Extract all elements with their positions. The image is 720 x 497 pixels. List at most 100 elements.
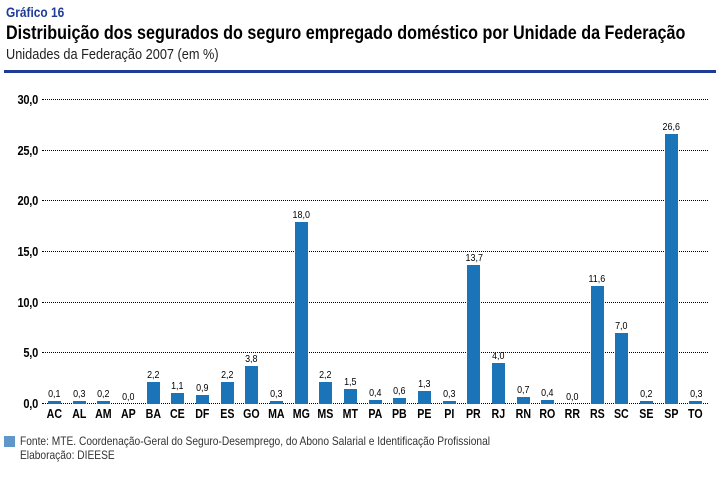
x-axis-label: AC (46, 407, 63, 421)
chart-number: Gráfico 16 (6, 4, 65, 20)
bar-value-label: 0,0 (122, 391, 135, 403)
gridline (42, 251, 708, 252)
bar-value-label: 0,0 (566, 391, 579, 403)
bar-value-label: 0,3 (689, 387, 703, 400)
elaboration-line: Elaboração: DIEESE (20, 448, 115, 462)
y-axis-tick-label: 0,0 (23, 396, 38, 411)
x-axis-label: DF (195, 407, 210, 421)
bar-column: 0,0 AP (116, 100, 141, 421)
bar-value-label: 4,0 (492, 350, 505, 363)
gridline (42, 99, 708, 100)
bar (195, 394, 209, 404)
bar (294, 221, 308, 404)
bar-column: 0,4 PA (363, 100, 388, 421)
bar-column: 0,3 PI (437, 100, 462, 421)
footer-text: Fonte: MTE. Coordenação-Geral do Seguro-… (20, 434, 490, 462)
bar-value-label: 0,3 (270, 387, 283, 400)
x-axis-label: PR (466, 407, 482, 421)
header-divider-rule (4, 70, 716, 73)
bar-column: 1,5 MT (338, 100, 363, 421)
bar (343, 388, 357, 404)
y-axis-tick-label: 15,0 (17, 244, 39, 259)
bars-container: 0,1 AC 0,3 AL 0,2 AM 0,0 AP 2,2 BA 1,1 CE 0,9 DF 2,2 ES… (42, 100, 708, 421)
bar-value-label: 0,7 (516, 383, 530, 396)
bar-value-label: 0,2 (640, 388, 653, 400)
bar-column: 0,0 RR (560, 100, 585, 421)
bar (368, 399, 382, 404)
bar (639, 401, 653, 404)
bar-column: 0,3 AL (67, 100, 92, 421)
bar (171, 392, 185, 404)
bar-column: 1,1 CE (165, 100, 190, 421)
x-axis-label: AP (120, 407, 136, 421)
bar (615, 333, 629, 404)
bar (393, 397, 407, 404)
bar-value-label: 13,7 (465, 252, 483, 265)
x-axis-label: PI (444, 407, 455, 421)
bar-value-label: 26,6 (662, 121, 680, 134)
y-axis-tick-label: 30,0 (17, 92, 39, 107)
bar-column: 0,1 AC (42, 100, 67, 421)
bar (97, 401, 111, 404)
x-axis-label: PA (368, 407, 383, 421)
bar (245, 365, 259, 404)
bar-value-label: 0,4 (368, 386, 382, 399)
x-axis-label: AL (71, 407, 87, 421)
x-axis-label: BA (145, 407, 161, 421)
bar (417, 390, 431, 404)
bar-column: 26,6 SP (659, 100, 684, 421)
bar (269, 400, 283, 404)
bar (72, 400, 86, 404)
bar (319, 381, 333, 404)
x-axis-label: MS (317, 407, 334, 421)
gridline (42, 301, 708, 303)
bar (590, 286, 604, 404)
bar-column: 0,3 MA (264, 100, 289, 421)
x-axis-label: GO (243, 407, 260, 421)
bar-column: 2,2 ES (215, 100, 240, 421)
bar-column: 2,2 BA (141, 100, 166, 421)
x-axis-label: MT (342, 407, 359, 421)
bar (467, 265, 481, 404)
y-axis-tick-label: 25,0 (17, 142, 39, 158)
bar (47, 401, 61, 404)
y-axis-tick-label: 10,0 (17, 294, 39, 310)
bar-column: 4,0 RJ (486, 100, 511, 421)
x-axis-label: PB (392, 407, 408, 421)
x-axis-label: PE (417, 407, 432, 421)
bar-column: 1,3 PE (412, 100, 437, 421)
bar-value-label: 2,2 (146, 368, 160, 381)
y-axis-tick-label: 5,0 (23, 345, 38, 361)
bar-column: 11,6 RS (585, 100, 610, 421)
bar (146, 381, 160, 404)
bar-value-label: 1,3 (418, 377, 431, 390)
chart-subtitle: Unidades da Federação 2007 (em %) (6, 46, 219, 63)
x-axis-label: SE (639, 407, 654, 421)
bar-column: 0,2 SE (634, 100, 659, 421)
gridline (42, 149, 708, 151)
source-line: Fonte: MTE. Coordenação-Geral do Seguro-… (20, 434, 491, 448)
x-axis-label: ES (219, 407, 235, 421)
x-axis-label: CE (170, 407, 186, 421)
x-axis-label: SC (614, 407, 630, 421)
bar-value-label: 0,2 (97, 388, 110, 400)
x-axis-label: SP (664, 407, 679, 421)
bar-value-label: 18,0 (292, 208, 310, 221)
bar-column: 0,7 RN (511, 100, 536, 421)
x-axis-label: MA (268, 407, 285, 421)
plot-area: 0,1 AC 0,3 AL 0,2 AM 0,0 AP 2,2 BA 1,1 CE 0,9 DF 2,2 ES… (42, 99, 708, 421)
bar-value-label: 0,3 (72, 387, 86, 400)
x-axis-label: RN (515, 407, 531, 421)
bar-value-label: 2,2 (220, 368, 234, 381)
x-axis-label: AM (95, 407, 112, 421)
chart-title: Distribuição dos segurados do seguro emp… (6, 23, 686, 44)
bar-value-label: 0,1 (48, 388, 61, 400)
bar-column: 0,9 DF (190, 100, 215, 421)
chart-footer: Fonte: MTE. Coordenação-Geral do Seguro-… (4, 434, 573, 462)
bar (689, 400, 703, 404)
bar-column: 13,7 PR (461, 100, 486, 421)
bar-value-label: 0,9 (196, 381, 209, 394)
bar-value-label: 0,3 (442, 387, 456, 400)
x-axis-label: RO (539, 407, 556, 421)
